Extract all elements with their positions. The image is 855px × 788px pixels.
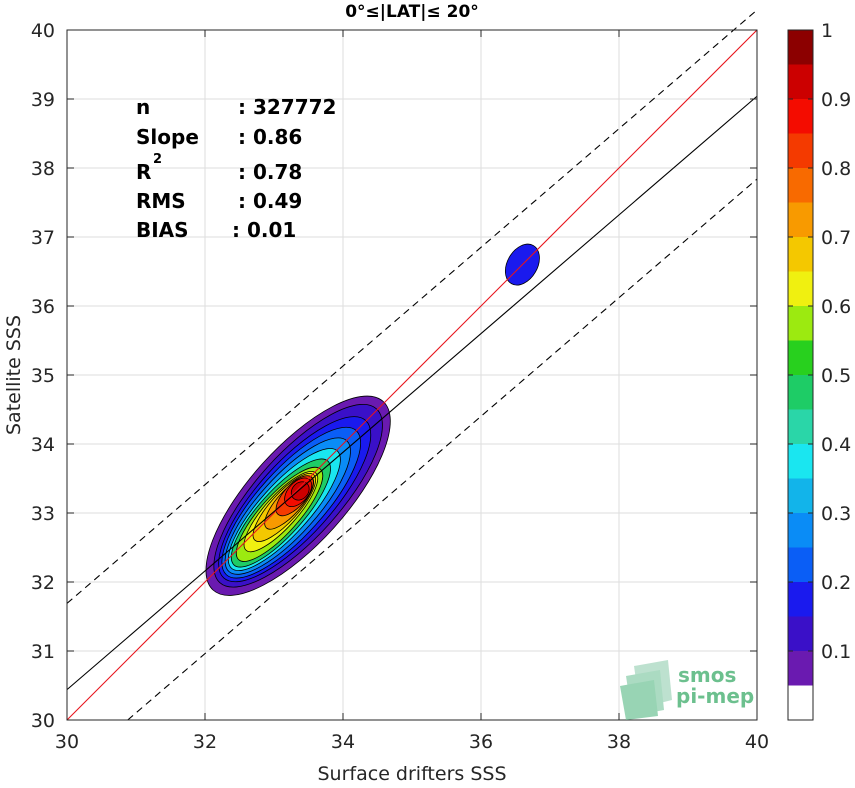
logo-line1: smos: [678, 663, 736, 687]
x-tick-label: 30: [55, 731, 79, 753]
colorbar-segment: [788, 30, 813, 65]
y-tick-label: 39: [31, 89, 55, 111]
stat-label-n: n: [136, 95, 150, 119]
colorbar-tick-label: 0.3: [821, 503, 851, 525]
stat-label-slope: Slope: [136, 125, 199, 149]
density-contours: [205, 243, 540, 596]
colorbar-tick-label: 0.8: [821, 158, 851, 180]
y-tick-label: 37: [31, 227, 55, 249]
colorbar-segment: [788, 547, 813, 582]
colorbar-ticks: 0.1 0.2 0.3 0.4 0.5 0.6 0.7 0.8 0.9 1: [788, 20, 851, 663]
stat-value-n: : 327772: [238, 95, 336, 119]
colorbar-segment: [788, 133, 813, 168]
stat-value-rms: : 0.49: [238, 189, 302, 213]
x-axis-label: Surface drifters SSS: [318, 763, 507, 784]
colorbar-segment: [788, 409, 813, 444]
x-tick-label: 32: [193, 731, 217, 753]
grid: [67, 30, 757, 720]
y-tick-label: 40: [31, 20, 55, 42]
line-lower-bound: [127, 178, 758, 721]
colorbar-tick-label: 1: [821, 20, 833, 42]
colorbar-segment: [788, 685, 813, 720]
colorbar-segment: [788, 513, 813, 548]
logo-wave-icon: [620, 660, 672, 720]
stat-label-bias: BIAS: [136, 218, 189, 242]
y-tick-label: 35: [31, 365, 55, 387]
smos-pi-mep-logo: smos pi-mep: [620, 660, 754, 720]
y-tick-label: 36: [31, 296, 55, 318]
y-tick-label: 38: [31, 158, 55, 180]
colorbar-segment: [788, 237, 813, 272]
x-tick-label: 34: [331, 731, 355, 753]
axis-ticks: 30 32 34 36 38 40 30 31 32 33 34 35 36 37 38 39 40: [31, 20, 769, 753]
colorbar-segment: [788, 271, 813, 306]
line-upper-bound: [66, 9, 758, 604]
x-tick-label: 38: [607, 731, 631, 753]
chart-title: 0°≤|LAT|≤ 20°: [345, 2, 479, 22]
stat-label-rms: RMS: [136, 189, 186, 213]
line-identity: [66, 29, 758, 721]
colorbar-segment: [788, 306, 813, 341]
colorbar-segment: [788, 478, 813, 513]
y-axis-label: Satellite SSS: [3, 315, 25, 435]
colorbar-segment: [788, 340, 813, 375]
colorbar-segment: [788, 616, 813, 651]
colorbar-tick-label: 0.7: [821, 227, 851, 249]
colorbar-tick-label: 0.1: [821, 641, 851, 663]
colorbar-tick-label: 0.6: [821, 296, 851, 318]
colorbar-tick-label: 0.2: [821, 572, 851, 594]
plot-frame: [66, 29, 758, 721]
y-tick-label: 32: [31, 572, 55, 594]
colorbar-segment: [788, 444, 813, 479]
stat-value-bias: : 0.01: [232, 218, 296, 242]
y-tick-label: 34: [31, 434, 55, 456]
colorbar: [787, 29, 814, 721]
x-tick-label: 40: [745, 731, 769, 753]
colorbar-segment: [788, 64, 813, 99]
colorbar-segment: [788, 202, 813, 237]
line-regression: [66, 95, 758, 691]
y-tick-label: 31: [31, 641, 55, 663]
colorbar-tick-label: 0.9: [821, 89, 851, 111]
colorbar-segment: [788, 375, 813, 410]
y-tick-label: 30: [31, 710, 55, 732]
reference-lines: [66, 9, 758, 721]
stat-label-r2-sup: 2: [153, 152, 162, 167]
colorbar-segment: [788, 582, 813, 617]
logo-line2: pi-mep: [676, 684, 754, 708]
colorbar-segment: [788, 99, 813, 134]
x-tick-label: 36: [469, 731, 493, 753]
colorbar-tick-label: 0.4: [821, 434, 851, 456]
stat-value-slope: : 0.86: [238, 125, 302, 149]
colorbar-segment: [788, 651, 813, 686]
stats-box: n : 327772 Slope : 0.86 R 2 : 0.78 RMS :…: [136, 95, 336, 242]
stat-value-r2: : 0.78: [238, 160, 302, 184]
colorbar-segment: [788, 168, 813, 203]
colorbar-tick-label: 0.5: [821, 365, 851, 387]
y-tick-label: 33: [31, 503, 55, 525]
stat-label-r2: R: [136, 160, 151, 184]
